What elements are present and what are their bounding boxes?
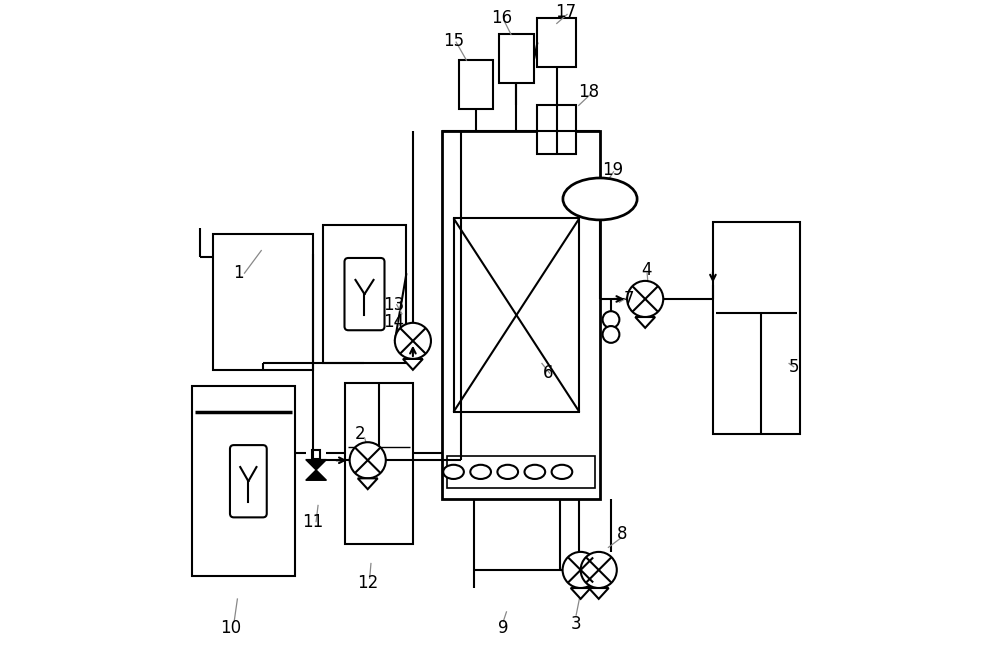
Bar	[213, 235, 313, 370]
Ellipse shape	[525, 465, 545, 479]
Ellipse shape	[563, 178, 637, 220]
Text: 9: 9	[498, 619, 508, 637]
Text: 5: 5	[788, 358, 799, 376]
Text: 15: 15	[443, 32, 464, 50]
Circle shape	[603, 311, 619, 328]
Bar	[312, 451, 320, 458]
Polygon shape	[358, 479, 378, 489]
Ellipse shape	[443, 465, 464, 479]
Ellipse shape	[497, 465, 518, 479]
Polygon shape	[589, 588, 609, 599]
Text: 17: 17	[555, 3, 576, 21]
Polygon shape	[571, 588, 591, 599]
Text: 19: 19	[602, 161, 623, 179]
Text: 6: 6	[543, 364, 554, 382]
Text: 3: 3	[571, 615, 581, 632]
Text: 13: 13	[383, 297, 404, 314]
Text: 12: 12	[357, 574, 378, 592]
Polygon shape	[635, 317, 655, 328]
Text: 2: 2	[355, 426, 365, 443]
Polygon shape	[403, 359, 423, 370]
Circle shape	[563, 552, 599, 588]
Circle shape	[627, 281, 663, 317]
Bar	[447, 456, 595, 488]
Bar	[713, 222, 800, 434]
Bar	[192, 386, 295, 576]
Bar	[345, 383, 413, 544]
Text: 10: 10	[220, 619, 241, 637]
Circle shape	[603, 326, 619, 343]
Text: 18: 18	[578, 83, 600, 102]
Ellipse shape	[552, 465, 572, 479]
FancyBboxPatch shape	[344, 258, 385, 331]
Bar	[459, 60, 493, 109]
Ellipse shape	[470, 465, 491, 479]
Bar	[499, 35, 534, 83]
Text: 1: 1	[233, 264, 244, 282]
Text: 14: 14	[383, 312, 404, 331]
Circle shape	[350, 442, 386, 479]
Bar	[442, 131, 600, 499]
Text: 7: 7	[624, 290, 634, 308]
Bar	[537, 106, 576, 154]
Polygon shape	[306, 460, 326, 481]
Circle shape	[395, 323, 431, 359]
Text: 16: 16	[491, 9, 512, 27]
Text: 8: 8	[617, 526, 628, 544]
Bar	[537, 18, 576, 67]
Bar	[454, 218, 579, 412]
Text: 11: 11	[302, 512, 324, 531]
Text: 4: 4	[641, 261, 652, 279]
Circle shape	[581, 552, 617, 588]
Bar	[323, 225, 406, 363]
FancyBboxPatch shape	[230, 445, 267, 518]
